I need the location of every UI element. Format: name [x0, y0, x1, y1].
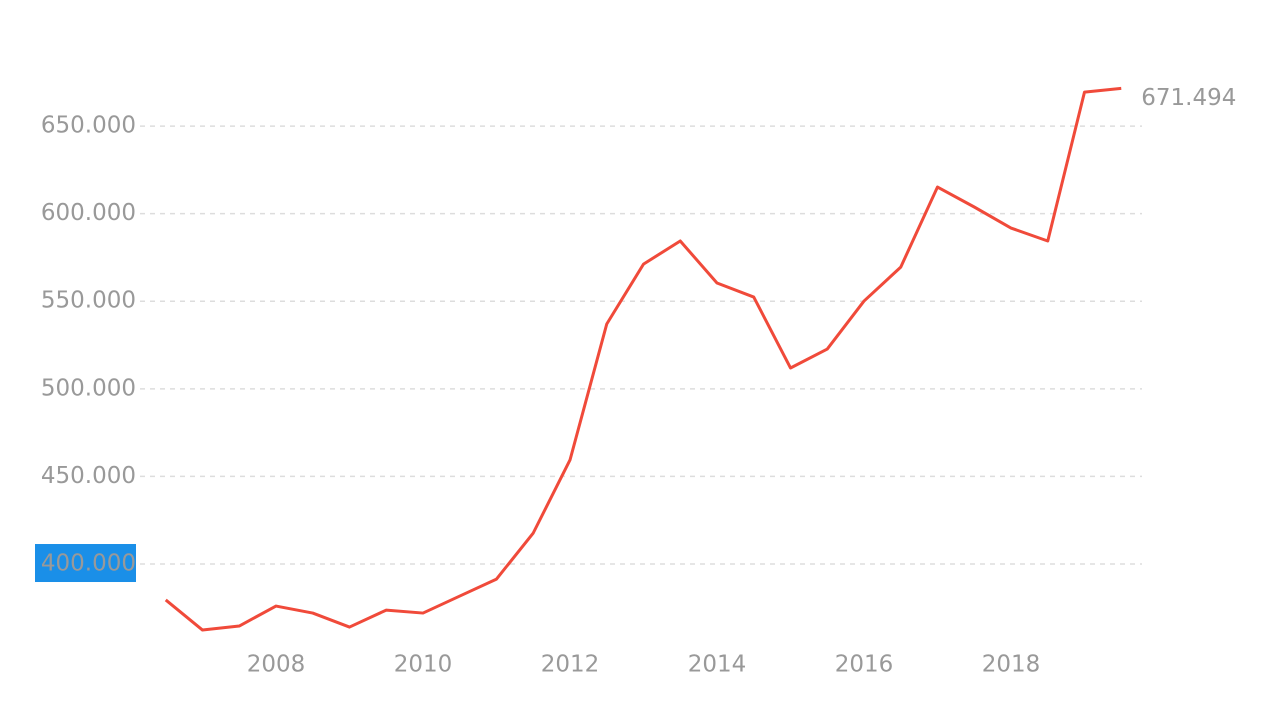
x-tick-label: 2010 [394, 652, 453, 678]
x-tick-label: 2018 [982, 652, 1041, 678]
x-tick-label: 2012 [541, 652, 600, 678]
y-tick-label: 650.000 [41, 113, 136, 139]
y-tick-label: 450.000 [41, 463, 136, 489]
x-tick-label: 2008 [247, 652, 306, 678]
y-tick-label: 400.000 [41, 551, 136, 577]
x-tick-label: 2014 [688, 652, 747, 678]
selection-highlight [35, 544, 136, 583]
line [164, 86, 1122, 632]
value-label: 671.494 [1141, 85, 1236, 111]
y-tick-label: 600.000 [41, 200, 136, 226]
y-tick-label: 500.000 [41, 375, 136, 401]
y-tick-label: 550.000 [41, 288, 136, 314]
x-tick-label: 2016 [835, 652, 894, 678]
